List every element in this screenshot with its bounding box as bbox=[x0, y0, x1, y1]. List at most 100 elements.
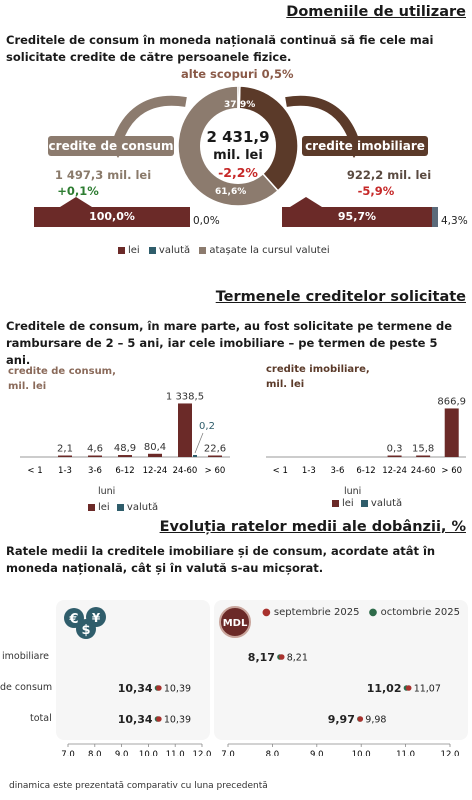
section1-intro: Creditele de consum în moneda națională … bbox=[6, 33, 434, 64]
mortgage-change: -5,9% bbox=[357, 184, 395, 198]
tick-24-60: 24-60 bbox=[411, 466, 436, 476]
rates-tick-11,0: 11,0 bbox=[166, 750, 185, 756]
bar-lei-1-3 bbox=[58, 455, 72, 457]
mdl-badge: MDL bbox=[219, 606, 251, 638]
tick-12-24: 12-24 bbox=[143, 466, 168, 476]
consumer-terms-chart-title: credite de consum, mil. lei bbox=[8, 366, 116, 392]
total-value: 2 431,9 bbox=[206, 128, 270, 146]
bar-label-lei-> 60: 22,6 bbox=[204, 444, 226, 455]
rates-tick-8,0: 8,0 bbox=[88, 750, 102, 756]
rates-tick-10,0: 10,0 bbox=[139, 750, 158, 756]
consumer-other-share: 0,0% bbox=[193, 215, 220, 227]
consumer-terms-chart: < 1 2,1 1-3 4,6 3-6 48,9 6-12 80,4 12-24 1 338,5 0… bbox=[20, 391, 230, 476]
other-purposes-label: alte scopuri 0,5% bbox=[181, 67, 294, 81]
rates-tick-7,0: 7,0 bbox=[61, 750, 75, 756]
rates-tick-10,0: 10,0 bbox=[352, 750, 371, 756]
bar-label-valuta-24-60: 0,2 bbox=[199, 421, 215, 432]
mortgage-other-share: 4,3% bbox=[441, 215, 468, 227]
label-sep-total: 9,98 bbox=[365, 715, 386, 726]
bar-label-lei-6-12: 48,9 bbox=[114, 443, 136, 454]
bar-label-lei-3-6: 4,6 bbox=[87, 444, 103, 455]
section2-title: Termenele creditelor solicitate bbox=[215, 289, 466, 305]
rates-tick-9,0: 9,0 bbox=[310, 750, 324, 756]
left-arrow bbox=[113, 95, 187, 142]
label-sep-imobiliare: 8,21 bbox=[287, 653, 308, 664]
legend-oct: octombrie 2025 bbox=[380, 607, 460, 618]
terms-legend-lei: lei bbox=[98, 502, 110, 513]
footnote: dinamica este prezentată comparativ cu l… bbox=[9, 781, 268, 791]
rates-tick-7,0: 7,0 bbox=[221, 750, 235, 756]
row-label-consumer: de consum bbox=[0, 682, 53, 693]
consumer-credit-label: credite de consum bbox=[48, 136, 174, 156]
rates-tick-12,0: 12,0 bbox=[193, 750, 212, 756]
tick-12-24: 12-24 bbox=[382, 466, 407, 476]
rates-legend: ● septembrie 2025 ● octombrie 2025 bbox=[262, 607, 460, 618]
consumer-change: +0,1% bbox=[57, 184, 99, 198]
consumer-axis-title: luni bbox=[98, 486, 116, 497]
donut-chart bbox=[177, 85, 299, 207]
tick-1-3: 1-3 bbox=[58, 466, 72, 476]
legend-oct-dot: ● bbox=[368, 607, 378, 618]
total-change: -2,2% bbox=[218, 165, 258, 180]
legend-valuta: valută bbox=[158, 245, 191, 256]
mortgage-pegged-bar bbox=[432, 207, 438, 227]
panel-mdl bbox=[214, 600, 468, 740]
rates-chart: 7,0 8,0 9,0 10,0 11,0 12,0 10,34 10,39 10,34 10,3… bbox=[61, 651, 459, 756]
bar-label-lei-24-60: 1 338,5 bbox=[166, 391, 204, 402]
label-oct-total: 9,97 bbox=[328, 713, 355, 726]
consumer-amount: 1 497,3 mil. lei bbox=[54, 168, 152, 182]
donut-hole bbox=[200, 108, 276, 184]
row-label-total: total bbox=[30, 713, 52, 724]
terms-legend-valuta-2: valută bbox=[370, 498, 403, 509]
currency-icon: € ¥ $ bbox=[64, 607, 106, 639]
label-sep-de consum: 11,07 bbox=[414, 684, 441, 695]
mortgage-amount: 922,2 mil. lei bbox=[346, 168, 432, 182]
tick-6-12: 6-12 bbox=[115, 466, 134, 476]
tick-> 60: > 60 bbox=[205, 466, 226, 476]
consumer-terms-legend: lei valută bbox=[88, 502, 158, 513]
bar-label-lei-12-24: 80,4 bbox=[144, 442, 166, 453]
tick-< 1: < 1 bbox=[273, 466, 288, 476]
section3-intro: Ratele medii la creditele imobiliare și … bbox=[6, 544, 436, 575]
tick-> 60: > 60 bbox=[441, 466, 462, 476]
consumer-lei-share: 100,0% bbox=[89, 210, 135, 223]
tick-< 1: < 1 bbox=[27, 466, 42, 476]
tick-3-6: 3-6 bbox=[330, 466, 344, 476]
mortgage-lei-bar bbox=[282, 207, 432, 227]
dot-sep-total bbox=[357, 716, 364, 722]
bar-label-lei-1-3: 2,1 bbox=[57, 444, 73, 455]
legend-lei: lei bbox=[128, 245, 140, 256]
right-arrow bbox=[285, 95, 359, 142]
svg-text:¥: ¥ bbox=[92, 611, 101, 625]
terms-legend-valuta: valută bbox=[126, 502, 159, 513]
share-bars bbox=[34, 197, 438, 227]
dot-sep-de consum bbox=[156, 685, 162, 691]
label-sep-total: 10,39 bbox=[164, 715, 191, 726]
svg-text:$: $ bbox=[81, 623, 90, 638]
tick-24-60: 24-60 bbox=[173, 466, 198, 476]
svg-text:€: € bbox=[68, 612, 78, 627]
bar-label-lei-12-24: 0,3 bbox=[387, 444, 403, 455]
bar-valuta-24-60 bbox=[193, 455, 197, 457]
legend-lei-swatch bbox=[118, 246, 125, 254]
label-oct-de consum: 11,02 bbox=[367, 682, 402, 695]
label-sep-de consum: 10,39 bbox=[164, 684, 191, 695]
legend-pegged: atașate la cursul valutei bbox=[209, 245, 330, 256]
mortgage-lei-share: 95,7% bbox=[337, 210, 377, 223]
rates-tick-11,0: 11,0 bbox=[396, 750, 415, 756]
dot-sep-imobiliare bbox=[278, 654, 285, 660]
dot-sep-total bbox=[156, 716, 162, 722]
tick-6-12: 6-12 bbox=[356, 466, 375, 476]
mortgage-terms-chart-title: credite imobiliare, mil. lei bbox=[266, 364, 370, 390]
currency-icons: € ¥ $ bbox=[62, 606, 110, 640]
bar-label-lei-> 60: 866,9 bbox=[437, 396, 466, 407]
legend-sept-dot: ● bbox=[262, 607, 271, 618]
tick-1-3: 1-3 bbox=[302, 466, 316, 476]
rates-tick-8,0: 8,0 bbox=[266, 750, 280, 756]
donut-label-consumer: 61,6% bbox=[215, 187, 247, 197]
bar-lei-24-60 bbox=[416, 455, 431, 457]
mortgage-credit-label: credite imobiliare bbox=[302, 136, 428, 156]
consumer-lei-bar bbox=[34, 207, 190, 227]
label-oct-imobiliare: 8,17 bbox=[248, 651, 275, 664]
section1-legend: lei valută atașate la cursul valutei bbox=[118, 245, 330, 256]
